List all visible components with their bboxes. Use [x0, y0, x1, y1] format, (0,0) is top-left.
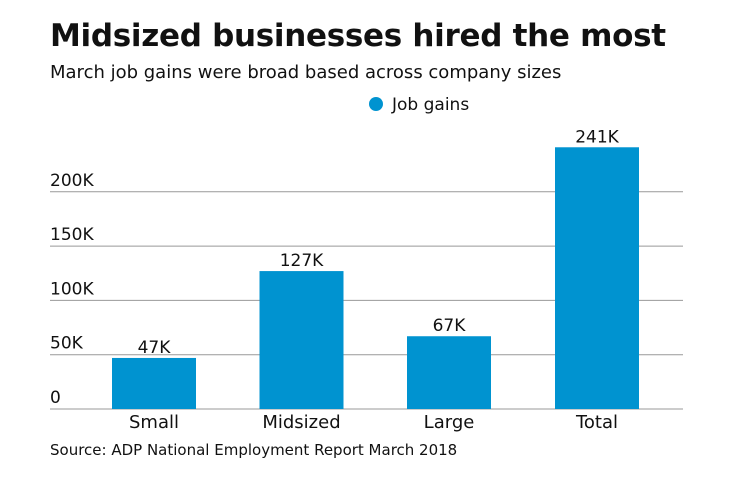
data-label: 67K: [433, 316, 467, 336]
x-tick-label: Small: [129, 412, 179, 433]
data-label: 47K: [138, 338, 172, 358]
chart-source: Source: ADP National Employment Report M…: [50, 441, 458, 459]
y-tick-label: 50K: [50, 334, 84, 354]
chart-title: Midsized businesses hired the most: [50, 18, 666, 54]
x-tick-label: Total: [575, 412, 618, 433]
x-tick-label: Midsized: [262, 412, 340, 433]
bar: [259, 271, 344, 409]
legend-label: Job gains: [391, 95, 469, 115]
chart-subtitle: March job gains were broad based across …: [50, 62, 562, 83]
bar: [407, 336, 491, 409]
y-tick-label: 0: [50, 388, 61, 408]
y-tick-label: 150K: [50, 225, 94, 245]
y-tick-label: 200K: [50, 171, 94, 191]
legend-marker: [369, 97, 383, 111]
data-label: 127K: [280, 251, 324, 271]
x-tick-label: Large: [424, 412, 475, 433]
bar: [555, 147, 639, 410]
data-label: 241K: [575, 127, 619, 147]
bar: [112, 357, 196, 409]
y-tick-label: 100K: [50, 279, 94, 299]
